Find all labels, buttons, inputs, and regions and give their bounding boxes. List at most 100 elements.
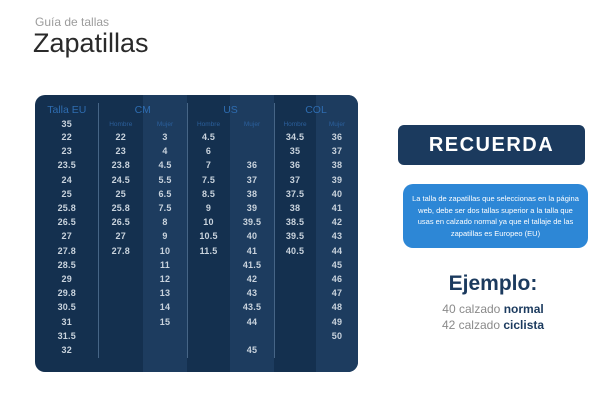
- ejemplo-section: Ejemplo: 40 calzado normal 42 calzado ci…: [398, 272, 588, 333]
- ejemplo-bold: ciclista: [503, 318, 545, 332]
- table-cell: 14: [159, 302, 171, 313]
- table-cell: [274, 258, 316, 272]
- table-cell: 36: [289, 160, 301, 171]
- ejemplo-line-ciclista: 42 calzado ciclista: [398, 317, 588, 333]
- recuerda-badge: RECUERDA: [398, 125, 585, 165]
- table-cell: [230, 144, 274, 158]
- table-cell: 3: [162, 132, 168, 143]
- ejemplo-bold: normal: [503, 302, 544, 316]
- us-mujer-column-band: [230, 95, 274, 372]
- table-cell: [187, 300, 230, 314]
- size-grid: Talla EU CM US COL Hombre Mujer Hombre M…: [35, 95, 358, 357]
- table-cell: [99, 329, 144, 343]
- table-cell: 47: [331, 288, 343, 299]
- table-cell: [274, 286, 316, 300]
- table-cell: 36: [246, 160, 258, 171]
- table-cell: 22: [115, 132, 126, 143]
- col-mujer-column-band: [316, 95, 358, 372]
- table-cell: 40: [331, 188, 343, 199]
- table-cell: 39.5: [285, 231, 305, 242]
- table-cell: 34.5: [285, 132, 305, 143]
- table-cell: [143, 343, 187, 357]
- table-cell: 43: [246, 288, 258, 299]
- table-cell: 45: [246, 344, 258, 355]
- table-cell: 45: [331, 259, 343, 270]
- table-cell: 41.5: [242, 259, 262, 270]
- table-cell: 9: [205, 203, 212, 214]
- table-cell: [99, 343, 144, 357]
- table-cell: 4.5: [158, 160, 172, 171]
- subheader-us-hombre: Hombre: [196, 120, 221, 128]
- recuerda-note: La talla de zapatillas que seleccionas e…: [403, 184, 588, 248]
- subheader-us-mujer: Mujer: [243, 120, 261, 128]
- table-cell: 7: [205, 160, 212, 171]
- table-cell: 44: [331, 245, 343, 256]
- table-cell: 27: [115, 231, 126, 242]
- table-cell: 31.5: [57, 330, 76, 341]
- table-cell: [230, 329, 274, 343]
- table-cell: 37: [331, 146, 343, 157]
- table-cell: [187, 272, 230, 286]
- table-cell: 29: [61, 273, 72, 284]
- table-cell: 43.5: [242, 302, 262, 313]
- table-cell: 42: [331, 217, 343, 228]
- table-cell: 7.5: [158, 203, 172, 214]
- table-cell: 41: [246, 245, 258, 256]
- ejemplo-title: Ejemplo:: [448, 272, 538, 295]
- table-cell: [187, 329, 230, 343]
- table-cell: [99, 258, 144, 272]
- col-group-talla-eu: Talla EU: [47, 104, 87, 116]
- column-divider: [274, 103, 275, 358]
- table-cell: 6.5: [158, 188, 172, 199]
- table-cell: 46: [331, 273, 343, 284]
- table-cell: 23: [61, 146, 72, 157]
- table-cell: 10: [159, 245, 171, 256]
- table-cell: 8: [162, 217, 168, 228]
- ejemplo-prefix: 42 calzado: [441, 318, 504, 332]
- table-cell: 37: [246, 174, 258, 185]
- table-cell: [99, 272, 144, 286]
- table-cell: 29.8: [57, 288, 76, 299]
- table-cell: 27.8: [111, 245, 130, 256]
- table-cell: 13: [159, 288, 171, 299]
- table-cell: 10: [203, 217, 214, 228]
- cm-mujer-column-band: [143, 95, 187, 372]
- table-cell: 50: [331, 330, 343, 341]
- table-cell: [99, 286, 144, 300]
- table-cell: 40: [246, 231, 258, 242]
- table-cell: 22: [61, 132, 72, 143]
- table-cell: [187, 343, 230, 357]
- table-cell: 27: [61, 231, 72, 242]
- table-cell: 38: [289, 203, 301, 214]
- table-cell: 7.5: [201, 174, 216, 185]
- table-cell: 48: [331, 302, 343, 313]
- table-cell: 23.8: [111, 160, 130, 171]
- table-cell: 32: [61, 344, 72, 355]
- table-cell: [99, 314, 144, 328]
- table-cell: 35: [289, 146, 301, 157]
- table-cell: 24.5: [111, 174, 130, 185]
- table-cell: 30.5: [57, 302, 76, 313]
- table-cell: [274, 272, 316, 286]
- table-cell: [187, 258, 230, 272]
- table-cell: 49: [331, 316, 343, 327]
- table-cell: 4.5: [201, 132, 216, 143]
- table-cell: 36: [331, 132, 343, 143]
- table-cell: 39: [246, 203, 258, 214]
- table-cell: 26.5: [57, 217, 76, 228]
- ejemplo-line-normal: 40 calzado normal: [398, 301, 588, 317]
- table-cell: 11.5: [199, 245, 218, 256]
- table-cell: [230, 130, 274, 144]
- page-eyebrow: Guía de tallas: [35, 15, 110, 29]
- table-cell: 10.5: [199, 231, 218, 242]
- table-cell: 40.5: [285, 245, 305, 256]
- table-cell: 28.5: [57, 259, 76, 270]
- table-cell: 41: [331, 203, 343, 214]
- column-divider: [98, 103, 99, 358]
- ejemplo-prefix: 40 calzado: [442, 302, 504, 316]
- table-cell: [143, 329, 187, 343]
- table-cell: 37.5: [285, 188, 305, 199]
- table-cell: 6: [205, 146, 212, 157]
- subheader-cm-mujer: Mujer: [156, 120, 174, 128]
